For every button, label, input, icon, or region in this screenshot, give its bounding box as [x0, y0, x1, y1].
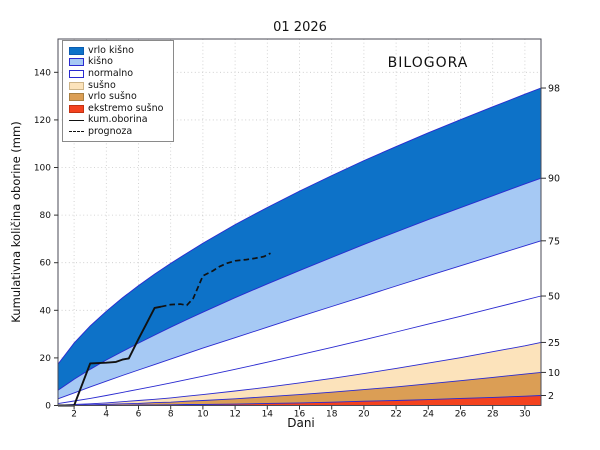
x-tick-label: 18: [326, 410, 338, 420]
x-tick-label: 12: [229, 410, 240, 420]
legend-label: kišno: [88, 56, 113, 68]
percentile-line-p25: [57, 341, 542, 406]
legend: vrlo kišno kišno normalno sušno vrlo suš…: [62, 40, 174, 142]
band-p90: [58, 178, 541, 399]
legend-label: normalno: [88, 67, 134, 79]
legend-label: vrlo sušno: [88, 91, 137, 103]
legend-label: ekstremo sušno: [88, 102, 164, 114]
y-tick-label: 40: [40, 306, 52, 316]
band-p25: [58, 342, 541, 406]
legend-item-susno: sušno: [69, 80, 167, 92]
band-p2: [58, 395, 541, 406]
normalno-swatch-icon: [69, 69, 84, 78]
observed-precipitation-line: [58, 305, 162, 407]
percentile-label-25: 25: [548, 338, 560, 349]
legend-item-kisno: kišno: [69, 57, 167, 69]
station-label: BILOGORA: [387, 55, 469, 71]
band-p10: [58, 372, 541, 406]
legend-item-vrlo-kisno: vrlo kišno: [69, 45, 167, 57]
x-tick-label: 20: [358, 410, 370, 420]
legend-item-kum-oborina: kum.oborina: [69, 115, 167, 127]
kisno-swatch-icon: [69, 58, 84, 67]
x-tick-label: 14: [262, 410, 274, 420]
x-tick-label: 26: [455, 410, 467, 420]
y-axis-label: Kumulativna količina oborine (mm): [9, 121, 23, 323]
x-tick-label: 22: [390, 410, 401, 420]
y-tick-label: 140: [34, 68, 51, 78]
chart-title: 01 2026: [273, 20, 327, 35]
legend-label: sušno: [88, 79, 116, 91]
legend-item-ekstremo-susno: ekstremo sušno: [69, 103, 167, 115]
legend-item-prognoza: prognoza: [69, 126, 167, 138]
y-tick-label: 60: [40, 259, 52, 269]
percentile-line-p50: [57, 295, 542, 405]
y-tick-label: 100: [34, 164, 51, 174]
band-p98: [58, 88, 541, 391]
x-tick-label: 10: [197, 410, 209, 420]
vrlo-susno-swatch-icon: [69, 93, 84, 102]
percentile-line-p98: [57, 87, 542, 365]
y-tick-label: 0: [45, 402, 51, 412]
percentile-label-10: 10: [548, 368, 560, 379]
legend-label: vrlo kišno: [88, 44, 134, 56]
x-tick-label: 4: [103, 410, 109, 420]
y-tick-label: 80: [40, 211, 52, 221]
legend-item-normalno: normalno: [69, 68, 167, 80]
percentile-line-p75: [57, 240, 542, 400]
percentile-label-2: 2: [548, 391, 554, 402]
x-tick-label: 6: [136, 410, 142, 420]
x-tick-label: 28: [487, 410, 499, 420]
data-series-lines: [58, 252, 271, 407]
x-tick-label: 2: [71, 410, 77, 420]
forecast-line: [160, 252, 271, 308]
axes-spines-ticks: [54, 38, 546, 410]
x-tick-label: 30: [519, 410, 531, 420]
percentile-label-98: 98: [548, 84, 560, 95]
legend-item-vrlo-susno: vrlo sušno: [69, 91, 167, 103]
percentile-line-p10: [57, 371, 542, 406]
y-tick-label: 120: [34, 116, 51, 126]
x-tick-label: 16: [294, 410, 306, 420]
susno-swatch-icon: [69, 81, 84, 90]
dashed-line-swatch-icon: [69, 131, 84, 133]
vrlo-kisno-swatch-icon: [69, 46, 84, 55]
percentile-label-90: 90: [548, 174, 560, 185]
ekstremo-susno-swatch-icon: [69, 104, 84, 113]
y-tick-label: 20: [40, 354, 52, 364]
percentile-line-p90: [57, 177, 542, 391]
tick-labels: 2 4 6 8 10 12 14 16 18 20 22 24 26 28 3002040608010012…: [34, 68, 560, 419]
percentile-label-75: 75: [548, 236, 560, 247]
x-axis-label: Dani: [287, 416, 315, 430]
solid-line-swatch-icon: [69, 119, 84, 121]
legend-label: kum.oborina: [88, 114, 148, 126]
legend-label: prognoza: [88, 125, 133, 137]
x-tick-label: 8: [168, 410, 174, 420]
x-tick-label: 24: [423, 410, 435, 420]
percentile-label-50: 50: [548, 292, 560, 303]
